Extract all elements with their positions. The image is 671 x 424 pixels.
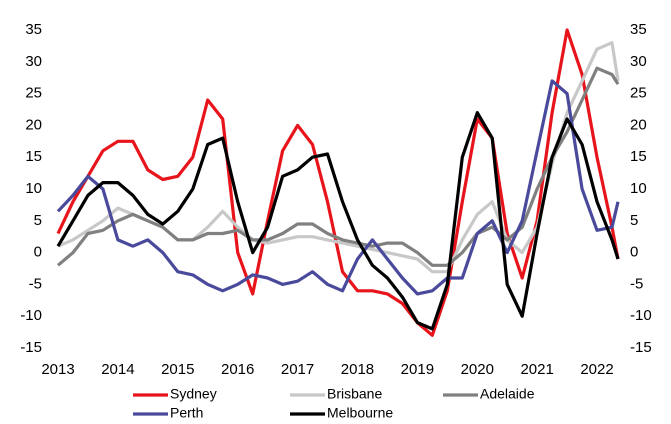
y-tick-label: 35 (25, 21, 42, 38)
series-line (56, 66, 620, 267)
y-tick-label: 20 (25, 116, 42, 133)
legend-label: Brisbane (327, 386, 382, 402)
y-tick-label: -5 (29, 275, 42, 292)
y2-tick-label: -5 (630, 275, 643, 292)
legend-label: Adelaide (480, 386, 535, 402)
x-tick-label: 2014 (101, 361, 134, 378)
series-line (56, 79, 620, 296)
y2-tick-label: 30 (630, 53, 647, 70)
y-tick-label: 15 (25, 148, 42, 165)
x-tick-label: 2017 (281, 361, 314, 378)
y-tick-label: -15 (20, 339, 42, 356)
legend-label: Melbourne (327, 405, 393, 421)
y2-tick-label: 25 (630, 85, 647, 102)
y2-tick-label: 15 (630, 148, 647, 165)
y-tick-label: -10 (20, 307, 42, 324)
y2-tick-label: -15 (630, 339, 652, 356)
series-line (56, 111, 620, 331)
x-tick-label: 2018 (341, 361, 374, 378)
y2-tick-label: 20 (630, 116, 647, 133)
y2-tick-label: 5 (630, 212, 638, 229)
y-tick-label: 0 (34, 244, 42, 261)
y2-tick-label: -10 (630, 307, 652, 324)
x-tick-label: 2022 (580, 361, 613, 378)
x-tick-label: 2019 (401, 361, 434, 378)
legend-label: Sydney (170, 386, 217, 402)
x-tick-label: 2021 (520, 361, 553, 378)
series-line (56, 28, 620, 337)
x-tick-label: 2016 (221, 361, 254, 378)
y2-tick-label: 35 (630, 21, 647, 38)
x-tick-label: 2015 (161, 361, 194, 378)
legend-label: Perth (170, 405, 203, 421)
y-tick-label: 25 (25, 85, 42, 102)
y2-tick-label: 10 (630, 180, 647, 197)
y2-tick-label: 0 (630, 244, 638, 261)
y-tick-label: 10 (25, 180, 42, 197)
y-tick-label: 30 (25, 53, 42, 70)
y-tick-label: 5 (34, 212, 42, 229)
x-tick-label: 2020 (461, 361, 494, 378)
x-tick-label: 2013 (41, 361, 74, 378)
